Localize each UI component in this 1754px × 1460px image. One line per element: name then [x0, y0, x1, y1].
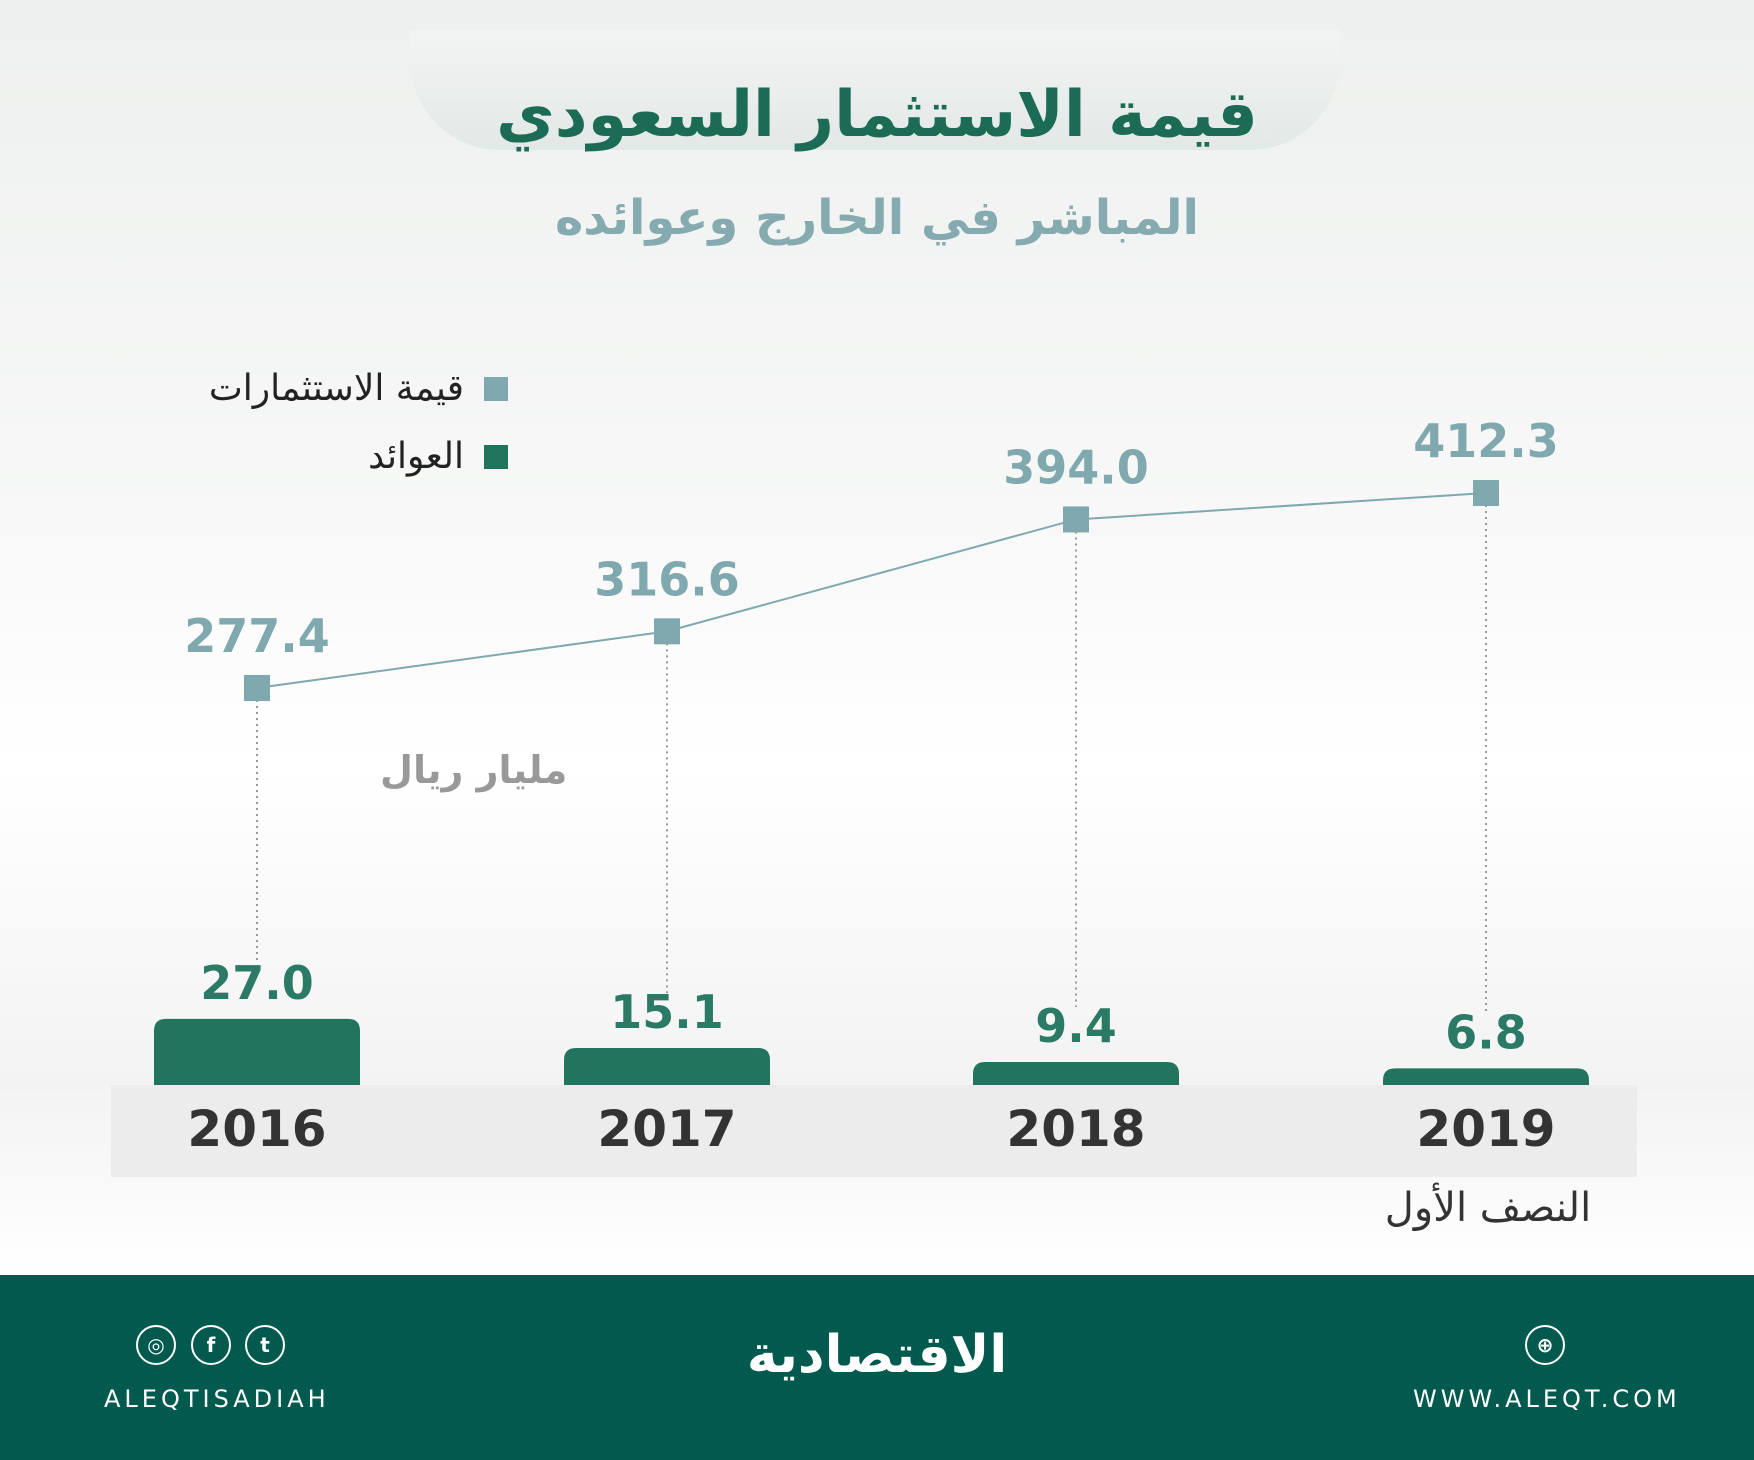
- globe-icon[interactable]: ⊕: [1525, 1325, 1565, 1365]
- chart-svg: 277.4 316.6 394.0 412.3 27.0 15.1 9.4 6.8: [154, 414, 1589, 1085]
- investment-value-label: 277.4: [184, 609, 330, 663]
- title-plate: [410, 30, 1340, 150]
- returns-bar: [564, 1048, 770, 1085]
- returns-value-label: 9.4: [1035, 999, 1117, 1053]
- investment-point: [1063, 506, 1089, 533]
- returns-bar: [973, 1061, 1179, 1085]
- legend-swatch: [484, 376, 508, 401]
- returns-value-label: 27.0: [200, 956, 314, 1010]
- unit-label: مليار ريال: [380, 748, 568, 792]
- investment-point: [654, 618, 680, 645]
- period-note: النصف الأول: [1384, 1185, 1592, 1231]
- year-strip: [111, 1085, 1637, 1177]
- investment-value-label: 412.3: [1413, 414, 1559, 468]
- investment-value-label: 316.6: [594, 552, 740, 606]
- legend-item-returns: العوائد: [368, 436, 508, 477]
- facebook-icon[interactable]: f: [191, 1325, 231, 1365]
- investment-point: [1473, 480, 1499, 507]
- returns-value-label: 15.1: [610, 985, 724, 1039]
- year-label: 2016: [187, 1100, 327, 1158]
- legend-label: العوائد: [368, 436, 464, 477]
- website-link[interactable]: WWW.ALEQT.COM: [1413, 1385, 1681, 1413]
- chart-subtitle: المباشر في الخارج وعوائده: [554, 190, 1200, 246]
- returns-bar: [154, 1018, 360, 1085]
- returns-bar: [1383, 1068, 1589, 1085]
- investment-point: [244, 675, 270, 701]
- chart-title: قيمة الاستثمار السعودي: [496, 78, 1258, 152]
- brand-logo: الاقتصادية: [746, 1325, 1008, 1385]
- legend-item-investments: قيمة الاستثمارات: [209, 368, 508, 409]
- legend-label: قيمة الاستثمارات: [208, 368, 464, 409]
- twitter-icon[interactable]: t: [245, 1325, 285, 1365]
- footer: [0, 1275, 1754, 1460]
- legend-swatch: [484, 444, 508, 469]
- investment-line: [256, 492, 1487, 689]
- year-label: 2019: [1416, 1100, 1556, 1158]
- year-label: 2017: [597, 1100, 737, 1158]
- returns-value-label: 6.8: [1445, 1005, 1527, 1059]
- instagram-icon[interactable]: ◎: [136, 1325, 176, 1365]
- social-handle: ALEQTISADIAH: [104, 1385, 330, 1413]
- investment-value-label: 394.0: [1003, 440, 1149, 494]
- year-label: 2018: [1006, 1100, 1146, 1158]
